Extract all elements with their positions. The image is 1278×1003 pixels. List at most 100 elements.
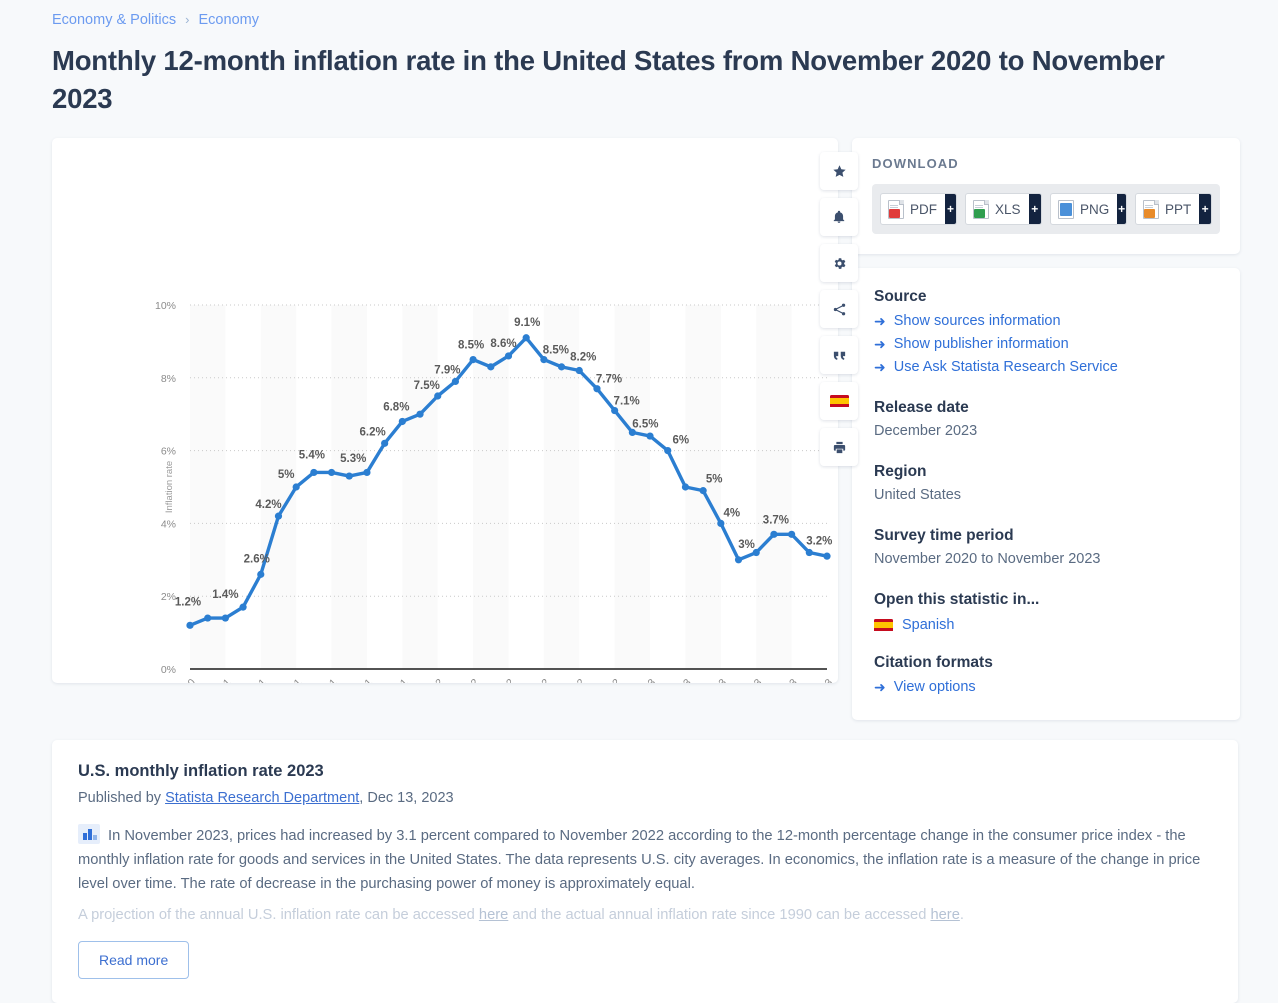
x-axis-tick: May '21 [270,677,304,683]
bar-chart-icon [78,824,100,844]
faded-here-link-2[interactable]: here [930,907,960,923]
x-axis-tick: May '22 [482,677,516,683]
read-more-button[interactable]: Read more [78,941,190,979]
download-ppt-button[interactable]: PPT + [1135,193,1212,225]
arrow-right-icon: ➜ [874,679,886,695]
data-point-label: 5.4% [299,449,325,461]
faded-part-2: and the actual annual inflation rate sin… [508,907,931,923]
citation-view-options-link[interactable]: ➜ View options [874,676,1218,698]
download-xls-plus[interactable]: + [1028,194,1041,224]
x-axis-tick: Sep '21 [342,677,376,683]
share-button[interactable] [820,290,858,328]
release-date-value: December 2023 [874,423,978,439]
description-body: In November 2023, prices had increased b… [78,824,1212,896]
data-point-label: 8.5% [543,345,569,357]
download-pdf-button[interactable]: PDF + [880,193,957,225]
faded-part-3: . [959,907,964,923]
svg-text:8%: 8% [161,373,176,385]
download-png-label: PNG [1080,201,1110,217]
arrow-right-icon: ➜ [874,313,886,329]
show-publisher-information-label: Show publisher information [893,336,1069,352]
data-point-label: 7.9% [434,364,460,376]
release-date-heading: Release date [874,399,969,416]
data-point-label: 9.1% [514,317,540,329]
settings-button[interactable] [820,244,858,282]
y-axis-title: Inflation rate [164,461,175,513]
chart-container: 0%2%4%6%8%10%Inflation rateNov '20Jan '2… [52,138,858,784]
download-xls-button[interactable]: XLS + [965,193,1042,225]
ask-statista-research-service-link[interactable]: ➜ Use Ask Statista Research Service [874,356,1218,378]
breadcrumb-item-economy[interactable]: Economy [198,12,259,28]
download-pdf-label: PDF [910,201,937,217]
region-heading: Region [874,463,927,480]
data-point-label: 6.5% [632,418,658,430]
show-sources-information-link[interactable]: ➜ Show sources information [874,310,1218,332]
spanish-language-button[interactable] [820,382,858,420]
x-axis-tick: Jul '23 [735,677,765,683]
data-point-label: 3.7% [763,514,789,526]
page-title: Monthly 12-month inflation rate in the U… [52,45,1165,114]
breadcrumb-item-economy-politics[interactable]: Economy & Politics [52,12,177,28]
data-point-label: 2.6% [244,553,270,565]
main-content: 0%2%4%6%8%10%Inflation rateNov '20Jan '2… [0,118,1278,784]
data-point-label: 4% [724,507,741,519]
data-point-label: 7.5% [414,380,440,392]
data-point-label: 7.7% [596,374,622,386]
inflation-line-chart: 0%2%4%6%8%10%Inflation rateNov '20Jan '2… [155,300,835,711]
data-point-label: 5.3% [340,453,366,465]
pdf-file-icon [888,199,904,219]
published-author-link[interactable]: Statista Research Department [165,790,360,806]
download-ppt-label: PPT [1165,201,1192,217]
arrow-right-icon: ➜ [874,359,886,375]
description-card: U.S. monthly inflation rate 2023 Publish… [52,740,1238,1003]
chart-card: 0%2%4%6%8%10%Inflation rateNov '20Jan '2… [52,138,858,784]
data-point-label: 3.2% [806,536,832,548]
description-faded-text: A projection of the annual U.S. inflatio… [78,903,1212,927]
data-point-label: 6.2% [360,426,386,438]
share-icon [833,303,845,315]
data-point-label: 7.1% [614,396,640,408]
x-axis-tick: Nov '20 [165,677,199,683]
x-axis-tick: Jan '21 [201,677,233,683]
print-button[interactable] [820,428,858,466]
arrow-right-icon: ➜ [874,336,886,352]
data-point-label: 6% [672,435,689,447]
survey-time-period-heading: Survey time period [874,527,1014,544]
region-value: United States [874,487,962,503]
svg-text:10%: 10% [155,300,176,312]
png-file-icon [1058,199,1074,219]
download-card: DOWNLOAD PDF + [852,138,1240,254]
spanish-label: Spanish [902,617,955,633]
published-suffix: , Dec 13, 2023 [359,790,454,806]
x-axis-tick: Nov '21 [377,677,411,683]
favorite-button[interactable] [820,152,858,190]
cite-button[interactable] [820,336,858,374]
faded-here-link-1[interactable]: here [478,907,509,923]
svg-text:4%: 4% [161,518,176,530]
x-axis-tick: Sep '23 [766,677,800,683]
download-ppt-plus[interactable]: + [1199,194,1211,224]
download-xls-label: XLS [995,201,1021,217]
chart-plot: 0%2%4%6%8%10%Inflation rateNov '20Jan '2… [52,138,838,711]
side-column: DOWNLOAD PDF + [852,138,1240,720]
download-png-plus[interactable]: + [1117,194,1126,224]
ask-statista-research-service-label: Use Ask Statista Research Service [893,359,1118,375]
xls-file-icon [973,199,989,219]
description-title: U.S. monthly inflation rate 2023 [78,762,324,780]
show-sources-information-label: Show sources information [893,313,1061,329]
star-icon [832,164,846,177]
svg-text:6%: 6% [161,446,176,458]
breadcrumb: Economy & Politics › Economy [0,0,1278,30]
spanish-language-link[interactable]: Spanish [874,617,1218,633]
download-png-button[interactable]: PNG + [1050,193,1127,225]
svg-text:2%: 2% [161,591,176,603]
show-publisher-information-link[interactable]: ➜ Show publisher information [874,333,1218,355]
x-axis-tick: Sep '22 [554,677,588,683]
spanish-flag-icon [829,394,849,408]
download-pdf-plus[interactable]: + [945,194,956,224]
alert-button[interactable] [820,198,858,236]
x-axis-tick: Jan '22 [414,677,446,683]
survey-time-period-value: November 2020 to November 2023 [874,551,1101,567]
data-point-label: 8.5% [458,340,484,352]
ppt-file-icon [1143,199,1159,219]
